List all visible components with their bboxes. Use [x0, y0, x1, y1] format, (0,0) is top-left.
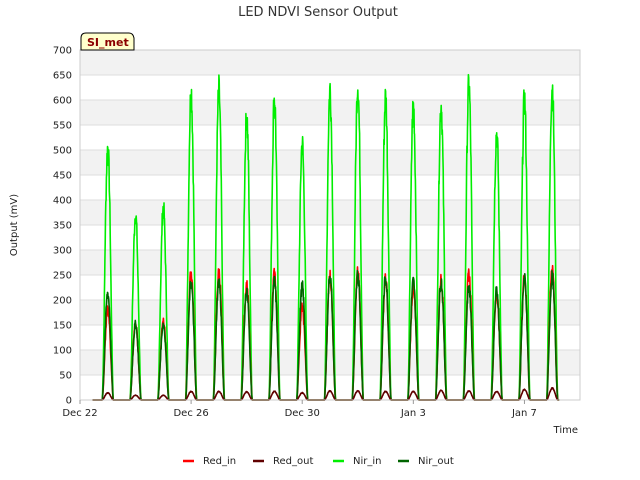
- y-tick-label: 550: [53, 121, 72, 132]
- y-tick-label: 200: [53, 296, 72, 307]
- y-tick-label: 50: [59, 371, 72, 382]
- y-tick-label: 650: [53, 71, 72, 82]
- badge-label: SI_met: [87, 36, 129, 49]
- y-axis-label: Output (mV): [9, 194, 20, 256]
- y-tick-label: 100: [53, 346, 72, 357]
- plot-band: [80, 375, 580, 400]
- y-tick-label: 250: [53, 271, 72, 282]
- plot-band: [80, 50, 580, 75]
- plot-band: [80, 200, 580, 225]
- x-tick-label: Jan 7: [511, 408, 537, 419]
- plot-frame: [79, 49, 581, 401]
- plot-band: [80, 225, 580, 250]
- y-tick-label: 300: [53, 246, 72, 257]
- plot-band: [80, 175, 580, 200]
- y-tick-label: 0: [66, 396, 72, 407]
- y-tick-label: 150: [53, 321, 72, 332]
- y-axis-ticks: 0 50 100 150 200 250 300 350 400 450 500 550 600 650 7…: [53, 46, 72, 407]
- y-tick-label: 350: [53, 221, 72, 232]
- plot-band: [80, 300, 580, 325]
- plot-band: [80, 325, 580, 350]
- y-tick-label: 400: [53, 196, 72, 207]
- legend-label: Red_out: [273, 456, 313, 467]
- plot-band: [80, 125, 580, 150]
- y-tick-label: 500: [53, 146, 72, 157]
- legend-label: Red_in: [203, 456, 236, 467]
- badge: SI_met: [80, 32, 135, 51]
- x-axis-label: Time: [553, 425, 578, 436]
- x-tick-label: Dec 30: [285, 408, 320, 419]
- legend: Red_in Red_out Nir_in Nir_out: [183, 456, 454, 467]
- x-tick-label: Dec 22: [62, 408, 97, 419]
- plot-band: [80, 350, 580, 375]
- y-tick-label: 450: [53, 171, 72, 182]
- legend-label: Nir_out: [418, 456, 454, 467]
- chart-title: LED NDVI Sensor Output: [238, 5, 398, 20]
- y-tick-label: 600: [53, 96, 72, 107]
- x-axis-ticks: Dec 22 Dec 26 Dec 30 Jan 3 Jan 7: [62, 400, 537, 419]
- y-tick-label: 700: [53, 46, 72, 57]
- legend-label: Nir_in: [353, 456, 382, 467]
- x-tick-label: Dec 26: [173, 408, 208, 419]
- plot-band: [80, 150, 580, 175]
- x-tick-label: Jan 3: [400, 408, 426, 419]
